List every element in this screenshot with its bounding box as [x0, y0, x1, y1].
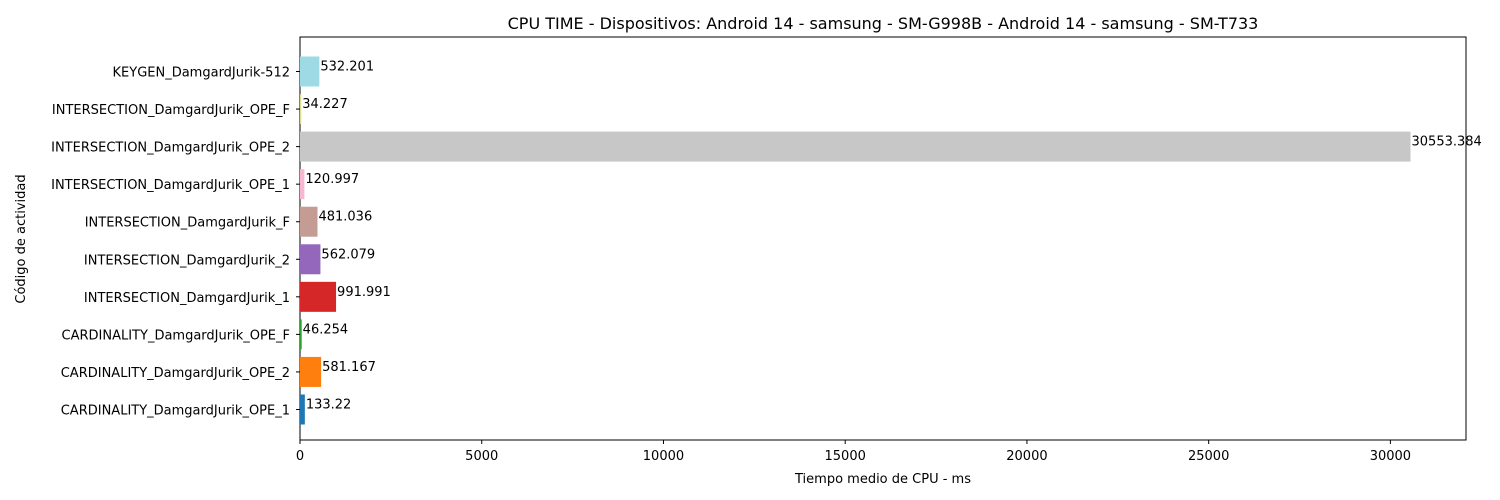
bar — [300, 94, 302, 125]
bar — [300, 319, 302, 350]
x-axis-ticks-group: 0 5000 10000 15000 20000 25000 30000 — [296, 440, 1411, 464]
x-tick-label: 0 — [296, 449, 304, 464]
bar — [300, 56, 320, 87]
bar — [300, 244, 321, 275]
bar-value-label: 562.079 — [321, 247, 375, 262]
x-tick-label: 20000 — [1006, 449, 1047, 464]
bars-group: 133.22 581.167 46.254 991.991 562.079 481.036… — [300, 56, 1482, 425]
category-label: INTERSECTION_DamgardJurik_1 — [84, 291, 290, 306]
category-label: KEYGEN_DamgardJurik-512 — [113, 66, 290, 81]
category-label: CARDINALITY_DamgardJurik_OPE_2 — [61, 366, 290, 381]
category-labels-group: CARDINALITY_DamgardJurik_OPE_1 CARDINALIT… — [51, 66, 300, 419]
x-axis-title: Tiempo medio de CPU - ms — [794, 472, 971, 487]
bar — [300, 206, 318, 237]
bar-value-label: 120.997 — [305, 172, 359, 187]
bar-value-label: 481.036 — [318, 210, 372, 225]
y-axis-title: Código de actividad — [14, 174, 29, 303]
bar-value-label: 581.167 — [322, 360, 376, 375]
plot-area-frame — [299, 36, 1467, 441]
bar-value-label: 30553.384 — [1412, 135, 1482, 150]
bar — [300, 169, 305, 200]
x-tick-label: 25000 — [1188, 449, 1229, 464]
bar-value-label: 532.201 — [320, 60, 374, 75]
bar-value-label: 34.227 — [302, 97, 348, 112]
category-label: INTERSECTION_DamgardJurik_OPE_F — [52, 103, 290, 118]
bar — [300, 356, 322, 387]
category-label: CARDINALITY_DamgardJurik_OPE_1 — [61, 404, 290, 419]
x-tick-label: 5000 — [465, 449, 498, 464]
category-label: INTERSECTION_DamgardJurik_F — [85, 216, 290, 231]
bar-value-label: 133.22 — [306, 398, 352, 413]
bar — [300, 281, 337, 312]
bar-value-label: 991.991 — [337, 285, 391, 300]
bar-value-label: 46.254 — [303, 322, 349, 337]
bar — [300, 394, 305, 425]
chart-title: CPU TIME - Dispositivos: Android 14 - sa… — [508, 14, 1259, 33]
bar — [300, 131, 1411, 162]
x-tick-label: 10000 — [643, 449, 684, 464]
x-tick-label: 15000 — [825, 449, 866, 464]
x-tick-label: 30000 — [1370, 449, 1411, 464]
category-label: INTERSECTION_DamgardJurik_OPE_2 — [51, 141, 290, 156]
category-label: CARDINALITY_DamgardJurik_OPE_F — [62, 328, 290, 343]
category-label: INTERSECTION_DamgardJurik_OPE_1 — [51, 178, 290, 193]
category-label: INTERSECTION_DamgardJurik_2 — [84, 253, 290, 268]
